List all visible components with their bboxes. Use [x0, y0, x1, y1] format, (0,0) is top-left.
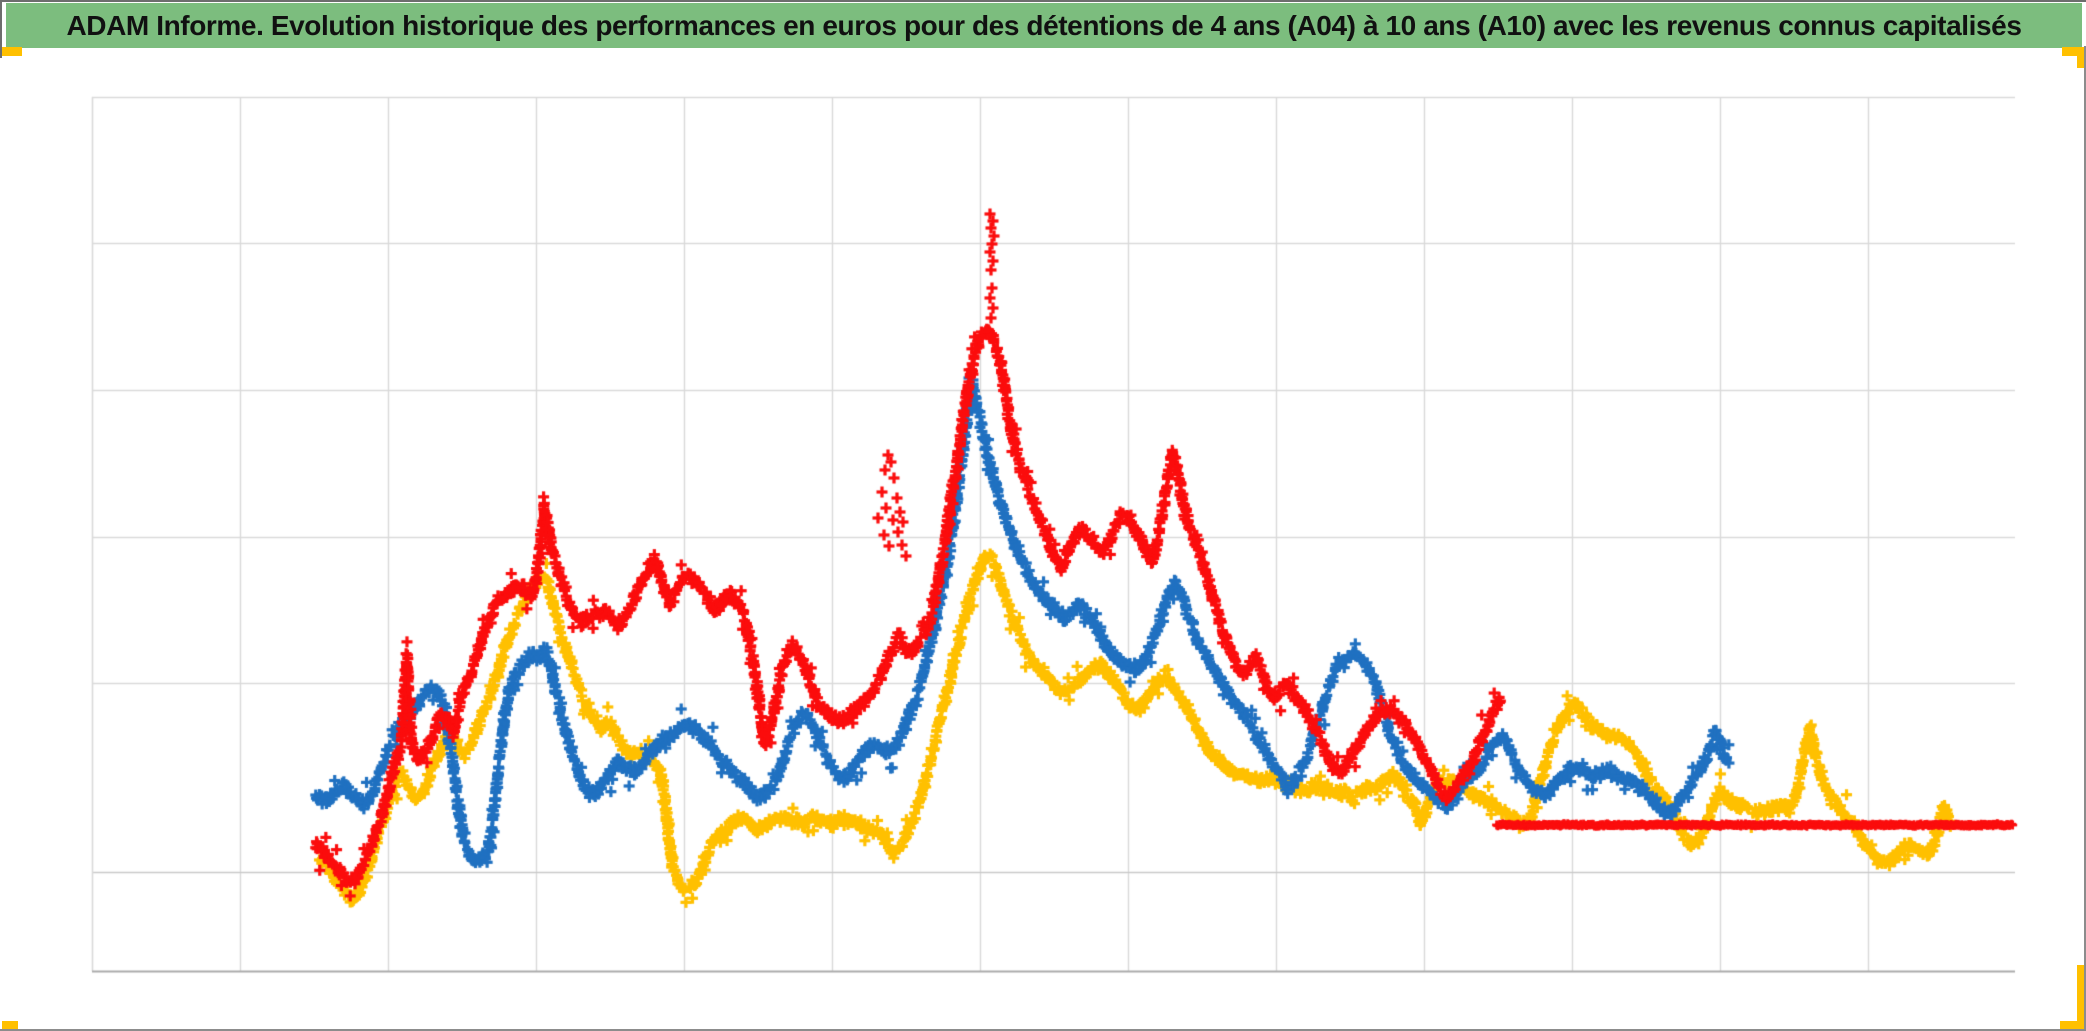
window-edge-right — [2084, 46, 2086, 1031]
selection-handle-top-right[interactable] — [2062, 47, 2086, 56]
selection-handle-top-left[interactable] — [2, 47, 22, 56]
selection-handle-bottom-left[interactable] — [2, 1021, 18, 1031]
window-edge-bottom — [0, 1029, 2086, 1031]
selection-handle-top-right-v[interactable] — [2077, 47, 2086, 68]
selection-handle-bottom-right[interactable] — [2060, 1021, 2086, 1031]
selection-handle-bottom-right-v[interactable] — [2077, 965, 2086, 1022]
